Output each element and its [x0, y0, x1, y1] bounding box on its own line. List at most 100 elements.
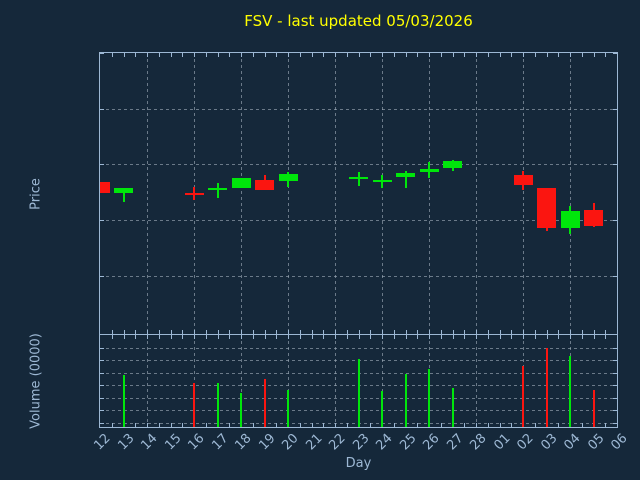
- x-tick: [299, 423, 301, 427]
- x-tick: [147, 53, 148, 57]
- day-gridline: [523, 53, 524, 334]
- x-tick: [534, 335, 536, 339]
- x-tick-label: 06: [608, 431, 631, 454]
- candle-body-19: [255, 180, 274, 190]
- x-tick: [511, 330, 513, 334]
- x-tick: [405, 335, 407, 339]
- x-tick: [229, 53, 231, 57]
- volume-bar-19: [263, 378, 266, 427]
- price-gridline: [100, 108, 617, 110]
- y-tick: [100, 422, 104, 424]
- x-tick: [440, 53, 442, 57]
- x-tick: [194, 330, 195, 334]
- x-tick: [335, 53, 336, 57]
- day-gridline: [570, 53, 571, 334]
- y-tick: [613, 164, 617, 166]
- x-tick: [205, 335, 207, 339]
- x-tick: [487, 423, 489, 427]
- x-tick: [499, 423, 501, 427]
- candle-wick-25: [404, 171, 407, 189]
- x-tick: [170, 53, 172, 57]
- x-tick: [229, 330, 231, 334]
- y-tick: [613, 372, 617, 374]
- x-tick: [405, 53, 407, 57]
- x-tick: [476, 330, 477, 334]
- x-tick: [511, 423, 513, 427]
- x-tick: [593, 53, 595, 57]
- candle-body-24: [372, 179, 392, 182]
- x-tick: [205, 53, 207, 57]
- x-tick: [511, 53, 513, 57]
- x-tick-label: 27: [443, 431, 467, 454]
- y-tick: [100, 275, 104, 277]
- day-gridline: [382, 53, 383, 334]
- volume-bar-13: [122, 375, 125, 427]
- x-tick: [464, 423, 466, 427]
- x-tick-label: 13: [114, 431, 138, 454]
- x-tick: [335, 423, 336, 427]
- y-tick: [100, 220, 104, 222]
- x-tick: [299, 330, 301, 334]
- x-tick: [546, 335, 548, 339]
- x-tick-label: 04: [561, 431, 584, 454]
- x-tick: [229, 423, 231, 427]
- x-tick: [229, 335, 231, 339]
- x-tick: [429, 335, 430, 339]
- x-tick: [581, 53, 583, 57]
- x-tick-label: 14: [138, 431, 161, 454]
- candle-body-05: [584, 209, 603, 226]
- x-tick: [393, 53, 395, 57]
- day-gridline: [476, 53, 477, 334]
- x-tick: [382, 335, 383, 339]
- x-tick: [158, 335, 160, 339]
- x-tick: [476, 53, 477, 57]
- price-plot-area: [100, 53, 617, 334]
- day-gridline: [147, 335, 148, 427]
- x-tick: [123, 330, 125, 334]
- x-tick: [534, 53, 536, 57]
- x-tick: [288, 330, 289, 334]
- x-tick: [382, 53, 383, 57]
- candle-body-26: [419, 169, 439, 172]
- x-tick-label: 20: [279, 431, 302, 454]
- x-tick-label: 01: [490, 431, 514, 454]
- x-tick: [570, 330, 571, 334]
- x-tick: [570, 335, 571, 339]
- x-tick: [546, 53, 548, 57]
- x-tick: [170, 335, 172, 339]
- y-tick: [613, 360, 617, 362]
- y-tick: [613, 422, 617, 424]
- x-tick-label: 26: [420, 431, 443, 454]
- day-gridline: [288, 53, 289, 334]
- x-tick: [370, 423, 372, 427]
- price-panel: [99, 52, 618, 335]
- x-tick: [358, 53, 360, 57]
- x-tick: [605, 330, 607, 334]
- volume-axis-label: Volume (0000): [28, 333, 44, 429]
- volume-bar-03: [545, 347, 548, 427]
- price-axis-label: Price: [28, 177, 44, 210]
- x-tick: [534, 330, 536, 334]
- x-tick: [323, 330, 325, 334]
- x-tick: [417, 335, 419, 339]
- x-tick: [158, 330, 160, 334]
- x-tick: [523, 53, 524, 57]
- y-tick: [100, 347, 104, 349]
- x-tick: [323, 53, 325, 57]
- x-tick: [452, 335, 454, 339]
- x-tick: [194, 53, 195, 57]
- x-tick: [264, 53, 266, 57]
- x-tick: [476, 335, 477, 339]
- candle-body-12: [100, 181, 110, 193]
- y-tick: [100, 360, 104, 362]
- x-tick: [288, 335, 289, 339]
- x-tick: [393, 335, 395, 339]
- x-tick: [123, 335, 125, 339]
- price-gridline: [100, 164, 617, 166]
- x-tick-label: 22: [326, 431, 349, 454]
- x-tick-label: 19: [255, 431, 279, 454]
- x-tick: [440, 423, 442, 427]
- day-gridline: [194, 335, 195, 427]
- x-tick: [276, 330, 278, 334]
